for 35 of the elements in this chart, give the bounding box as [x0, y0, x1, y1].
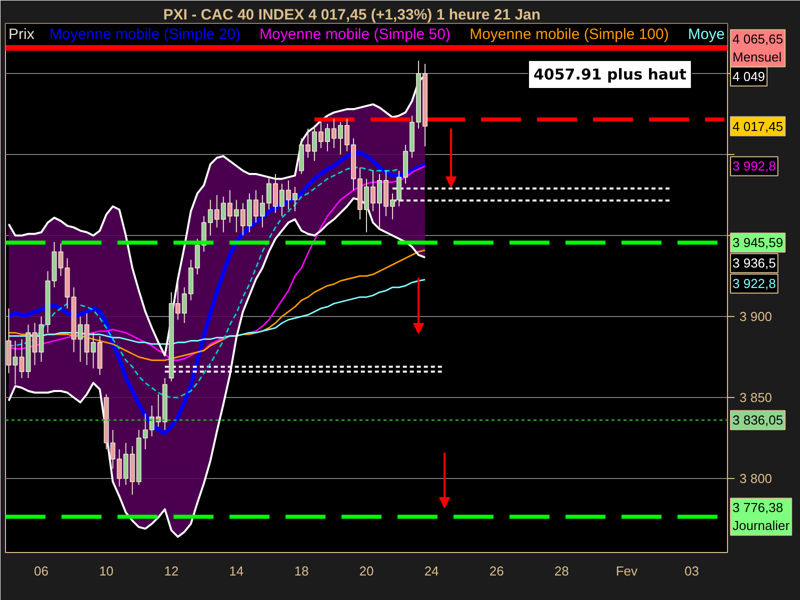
x-tick-label: 14 — [229, 564, 244, 578]
x-tick-label: 06 — [34, 564, 49, 578]
ref-line-label: 3 776,38 Journalier — [732, 500, 790, 534]
y-tick-label: 3 800 — [740, 470, 772, 486]
y-tick-label: 3 900 — [740, 309, 772, 324]
text: 4 049 — [732, 68, 766, 84]
x-tick-label: 10 — [99, 564, 114, 578]
text: 3 922,8 — [732, 276, 776, 292]
x-tick-label: 28 — [554, 564, 569, 578]
x-tick-label: 12 — [164, 564, 179, 578]
text: 4 017,45 — [732, 118, 784, 134]
text: Moyenne mobile (Simple 50) — [260, 26, 450, 43]
x-tick-label: 18 — [294, 564, 309, 578]
point — [413, 323, 424, 334]
x-tick-label: 24 — [424, 564, 439, 578]
chart-title: PXI - CAC 40 INDEX 4 017,45 (+1,33%) 1 heure 21 Jan — [163, 6, 541, 24]
x-tick-label: 26 — [489, 564, 504, 578]
text: Moyenne mobile (Simple 20) — [50, 26, 240, 43]
line-series — [8, 249, 426, 361]
text: Moye — [688, 26, 725, 43]
x-tick-label: 03 — [684, 564, 699, 578]
point — [439, 497, 450, 508]
ref-line-label: 4 065,65 Mensuel — [732, 32, 784, 65]
x-tick-label: Fev — [616, 564, 638, 578]
text: 3 936,5 — [732, 256, 776, 271]
text: 3 992,8 — [732, 158, 776, 174]
text: Prix — [8, 26, 35, 43]
ref-line-label: 3 836,05 — [732, 412, 784, 428]
line-series — [6, 150, 428, 436]
ref-line-label: 3 945,59 — [732, 235, 784, 250]
point — [446, 176, 457, 188]
x-tick-label: 20 — [359, 564, 374, 578]
annotation: 4057.91 plus haut — [534, 66, 686, 84]
text: Moyenne mobile (Simple 100) — [470, 26, 669, 43]
y-tick-label: 3 850 — [740, 390, 772, 405]
